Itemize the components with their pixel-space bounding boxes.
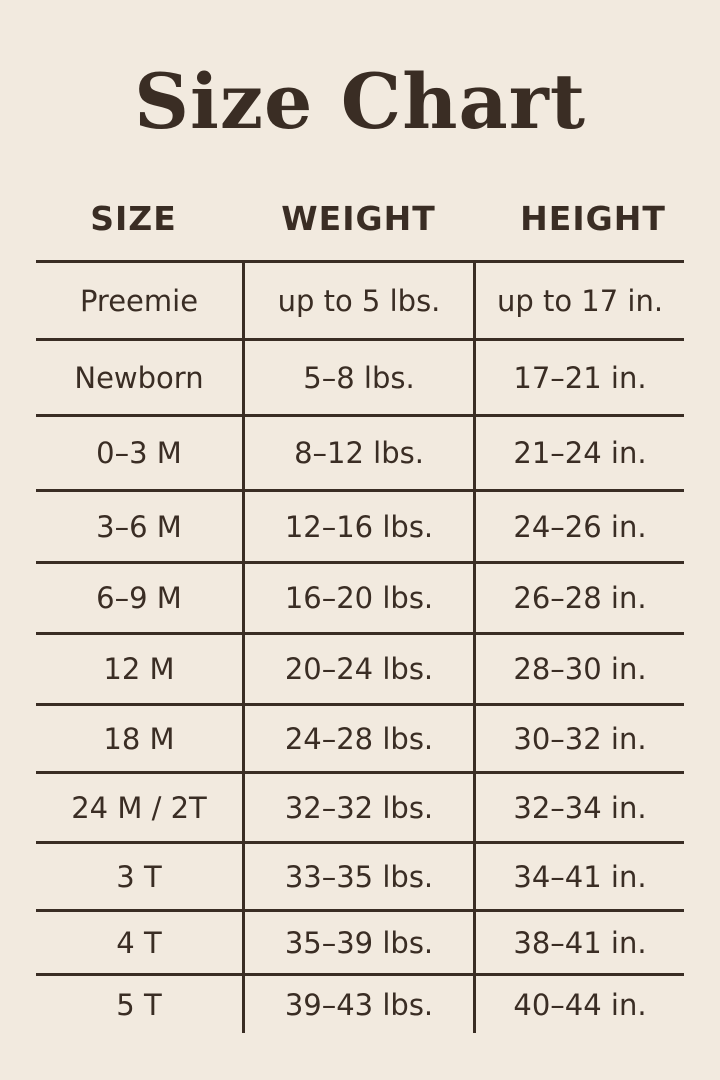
height-cell: 17–21 in.: [513, 360, 647, 395]
height-cell: 32–34 in.: [513, 790, 647, 825]
row-divider: [36, 260, 684, 263]
weight-cell: 33–35 lbs.: [284, 859, 434, 894]
size-cell: 18 M: [103, 721, 175, 756]
size-cell: 6–9 M: [96, 581, 182, 615]
row-divider: [36, 561, 684, 564]
height-cell: 40–44 in.: [513, 987, 647, 1022]
size-cell: 0–3 M: [96, 436, 182, 470]
column-header-weight: WEIGHT: [281, 199, 436, 238]
size-cell: 12 M: [103, 652, 175, 686]
row-divider: [36, 703, 684, 706]
height-cell: 21–24 in.: [513, 436, 647, 470]
row-divider: [36, 973, 684, 976]
size-cell: 24 M / 2T: [71, 790, 207, 825]
weight-cell: 32–32 lbs.: [284, 790, 434, 825]
row-divider: [36, 771, 684, 774]
size-cell: Preemie: [79, 283, 199, 318]
column-header-size: SIZE: [90, 199, 177, 238]
height-cell: 38–41 in.: [513, 925, 647, 960]
row-divider: [36, 909, 684, 912]
height-cell: up to 17 in.: [496, 283, 664, 318]
size-cell: 5 T: [116, 987, 162, 1022]
weight-cell: 16–20 lbs.: [284, 581, 434, 615]
height-cell: 24–26 in.: [513, 509, 647, 544]
height-cell: 30–32 in.: [513, 721, 647, 756]
page-title: Size Chart: [134, 57, 586, 146]
row-divider: [36, 489, 684, 492]
weight-cell: 8–12 lbs.: [294, 436, 424, 470]
weight-cell: 20–24 lbs.: [284, 652, 434, 686]
weight-cell: up to 5 lbs.: [277, 283, 441, 318]
column-divider: [242, 260, 245, 1033]
weight-cell: 5–8 lbs.: [303, 360, 415, 395]
column-divider: [473, 260, 476, 1033]
size-cell: Newborn: [74, 360, 204, 395]
height-cell: 34–41 in.: [513, 859, 647, 894]
size-cell: 3 T: [116, 859, 162, 894]
row-divider: [36, 338, 684, 341]
weight-cell: 39–43 lbs.: [284, 987, 434, 1022]
height-cell: 28–30 in.: [513, 652, 647, 686]
height-cell: 26–28 in.: [513, 581, 647, 615]
row-divider: [36, 632, 684, 635]
column-header-height: HEIGHT: [520, 199, 666, 238]
row-divider: [36, 414, 684, 417]
size-cell: 3–6 M: [96, 509, 182, 544]
weight-cell: 35–39 lbs.: [284, 925, 434, 960]
row-divider: [36, 841, 684, 844]
weight-cell: 24–28 lbs.: [284, 721, 434, 756]
size-cell: 4 T: [116, 925, 162, 960]
weight-cell: 12–16 lbs.: [284, 509, 434, 544]
